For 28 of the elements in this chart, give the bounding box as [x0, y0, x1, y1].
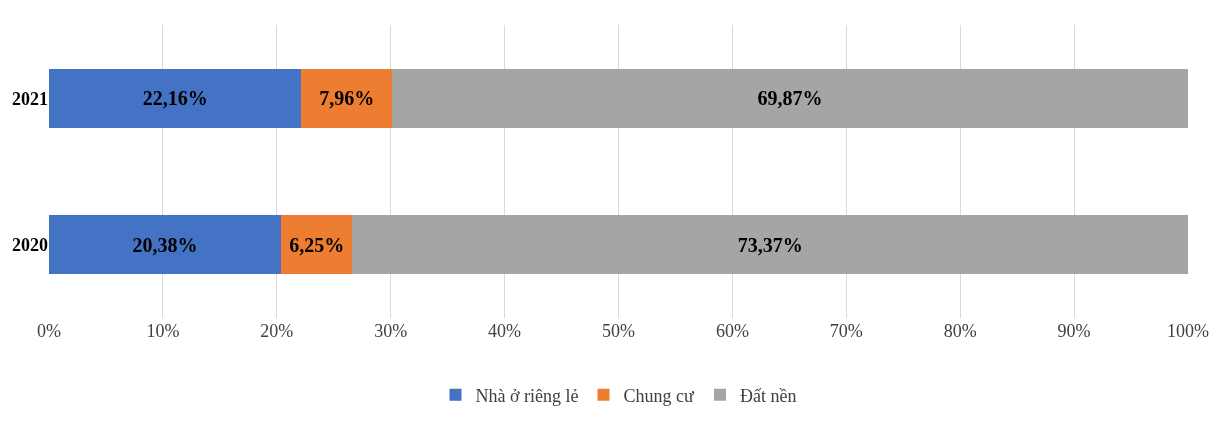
x-tick-label: 40%	[488, 321, 522, 341]
data-label: 20,38%	[132, 233, 198, 256]
y-tick-label: 2020	[12, 235, 48, 256]
bar	[352, 215, 1188, 275]
x-tick-label: 20%	[260, 321, 294, 341]
x-tick-label: 70%	[829, 321, 863, 341]
x-tick-label: 10%	[146, 321, 180, 341]
x-tick-label: 80%	[943, 321, 977, 341]
legend-label: Đất nền	[739, 385, 797, 406]
bar	[301, 68, 393, 128]
x-tick-label: 90%	[1057, 321, 1091, 341]
data-label: 22,16%	[142, 87, 208, 110]
legend-label: Nhà ở riêng lẻ	[475, 385, 579, 406]
x-tick-label: 100%	[1167, 321, 1209, 341]
data-label: 69,87%	[757, 87, 823, 110]
x-tick-label: 0%	[37, 321, 61, 341]
x-tick-label: 30%	[374, 321, 408, 341]
y-tick-label: 2021	[12, 88, 48, 109]
legend-label: Chung cư	[623, 385, 695, 406]
x-tick-label: 50%	[602, 321, 635, 341]
data-label: 6,25%	[289, 233, 345, 256]
bar	[281, 215, 353, 275]
data-label: 7,96%	[319, 87, 375, 110]
bar	[49, 68, 302, 128]
data-label: 73,37%	[737, 233, 803, 256]
bar	[392, 68, 1188, 128]
bar	[49, 215, 282, 275]
x-tick-label: 60%	[715, 321, 749, 341]
